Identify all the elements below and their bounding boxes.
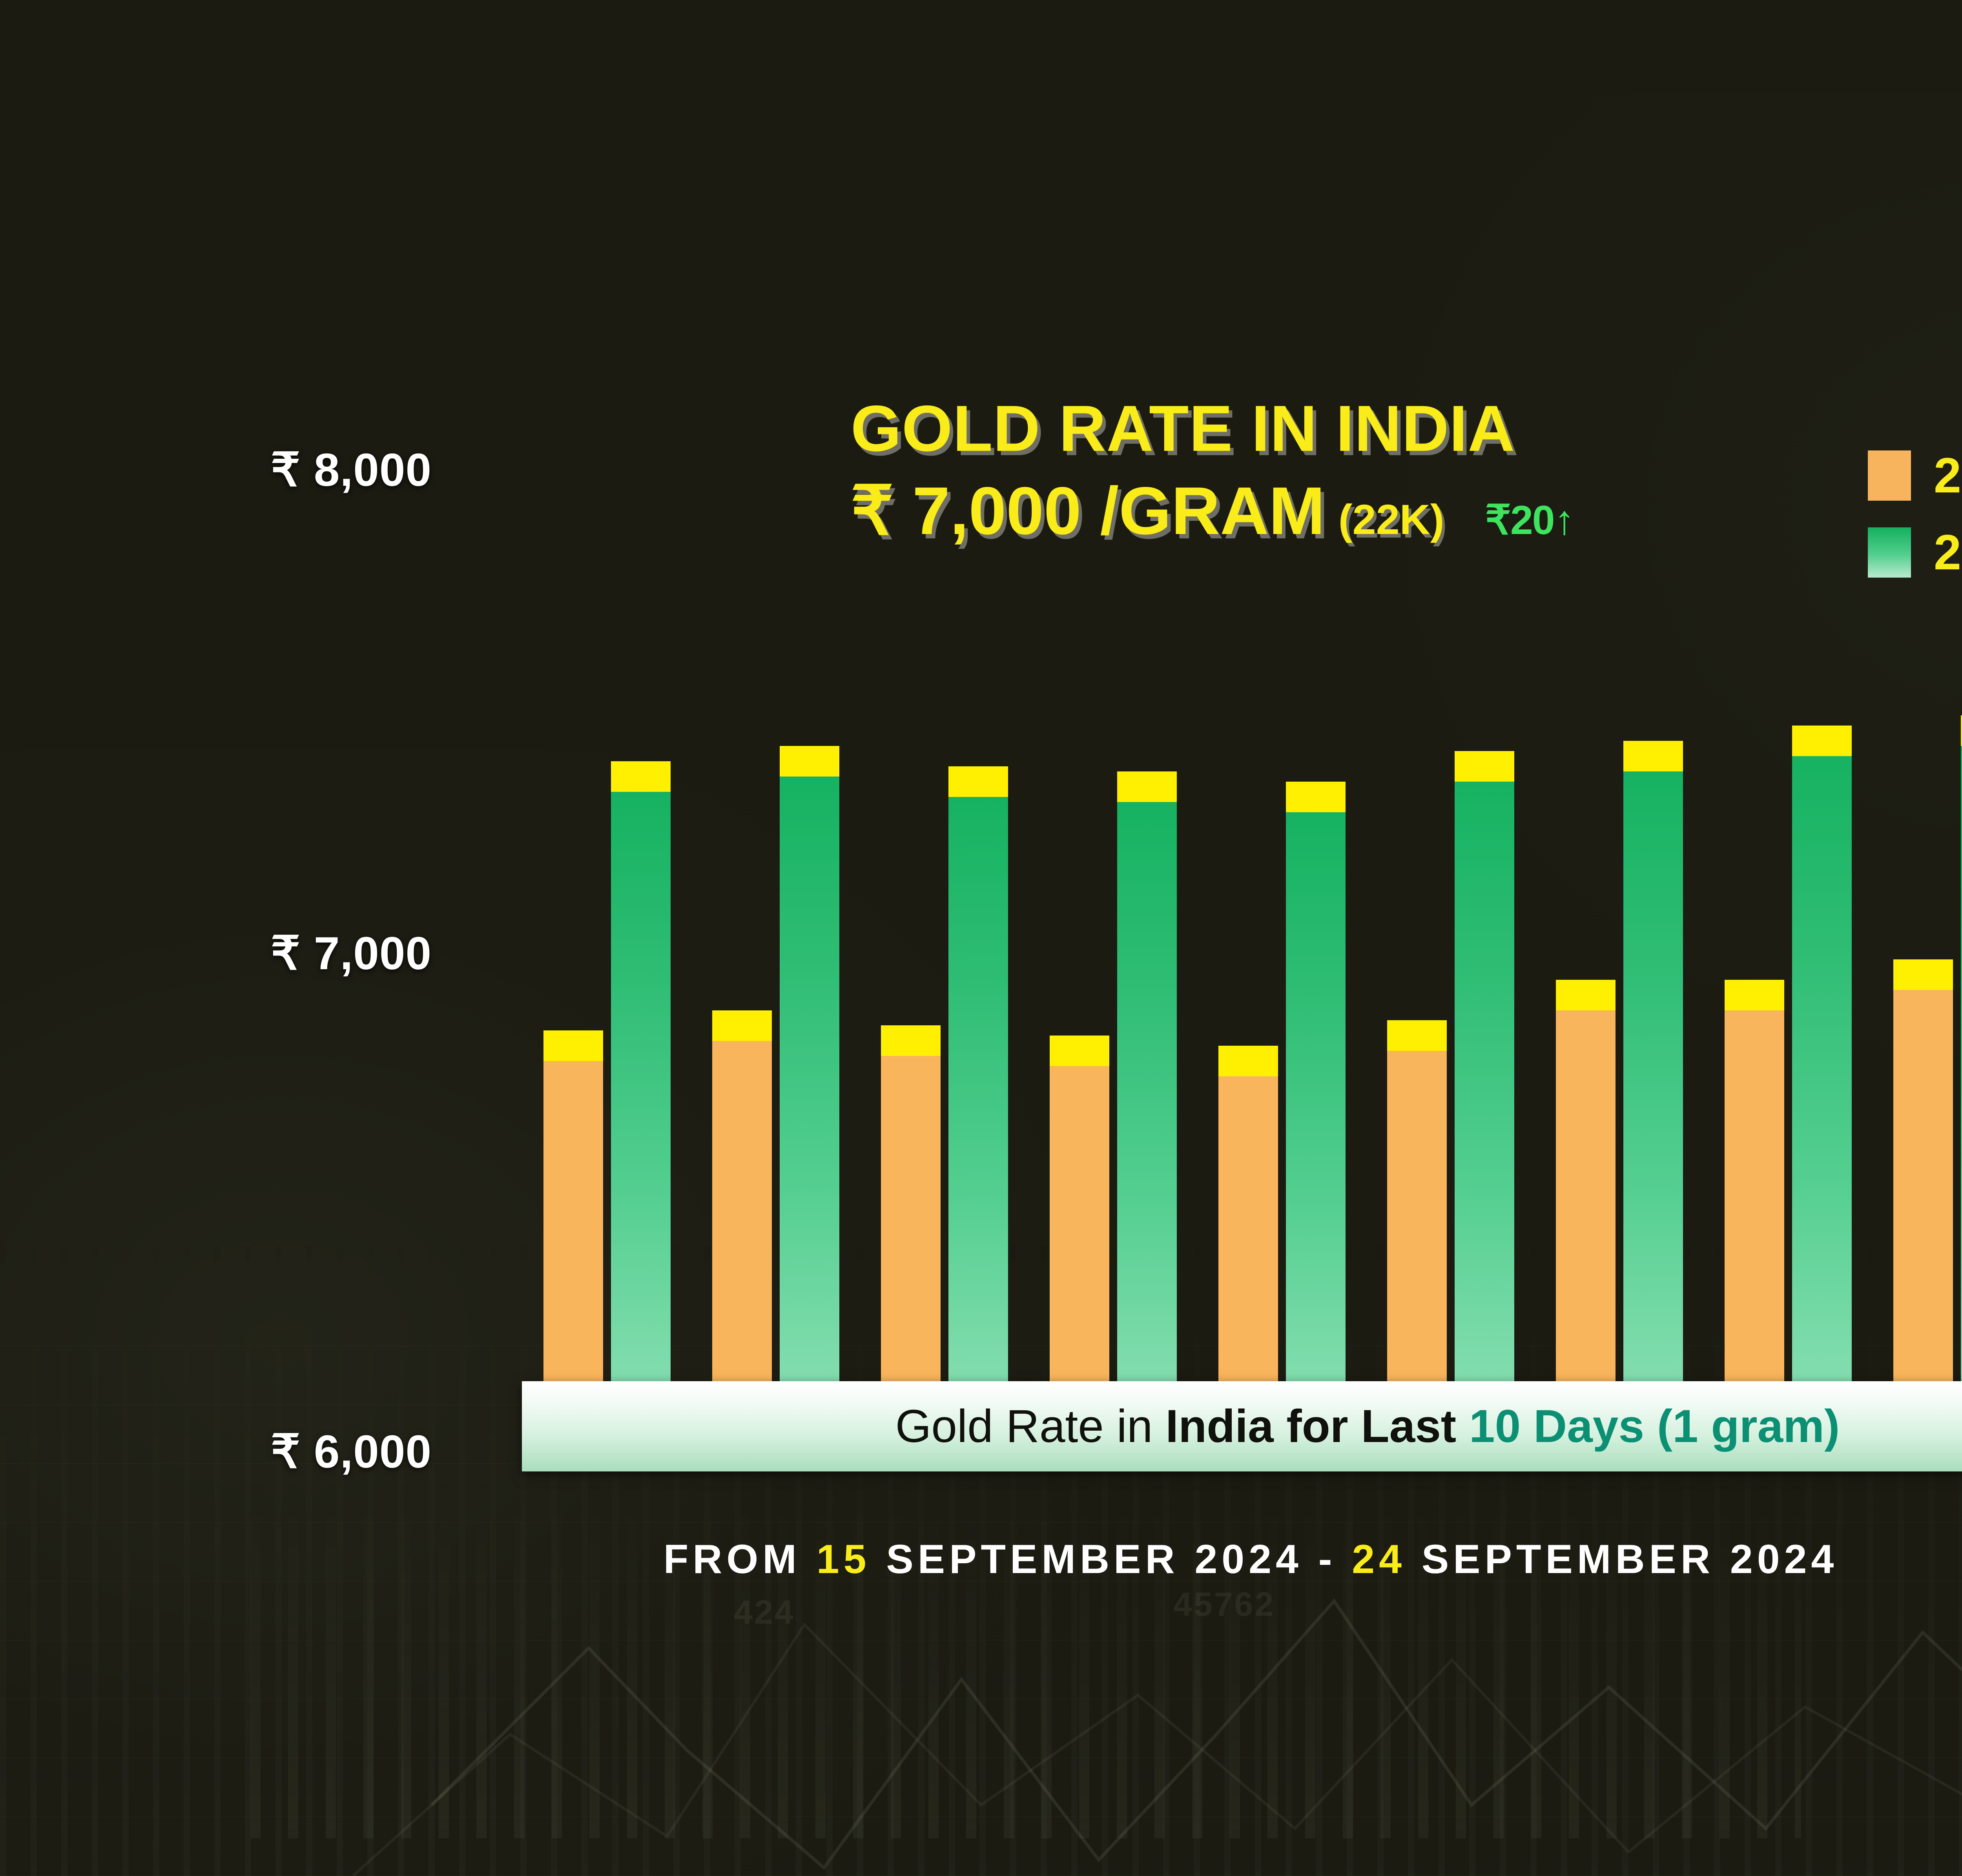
dateline-to-rest: SEPTEMBER 2024 <box>1406 1537 1838 1582</box>
caption-part-3: 10 Days (1 gram) <box>1469 1400 1840 1452</box>
legend-item-22k[interactable]: 22K <box>1868 450 1962 501</box>
legend-label-24k: 24K <box>1934 525 1962 580</box>
dateline-to-day: 24 <box>1352 1537 1406 1582</box>
price-change-badge: ₹20↑ <box>1485 498 1575 543</box>
bar-cap <box>1555 979 1616 1010</box>
background-number: 424 <box>734 1593 795 1631</box>
bar-cap <box>1286 781 1346 812</box>
bar-body <box>1117 802 1177 1468</box>
bar-cap <box>881 1025 941 1056</box>
caption-part-2: India for Last <box>1165 1400 1469 1452</box>
bar-body <box>779 777 840 1468</box>
y-axis-label-6000: ₹ 6,000 <box>271 1426 432 1478</box>
date-range-label: FROM 15 SEPTEMBER 2024 - 24 SEPTEMBER 20… <box>0 1536 1962 1583</box>
bar-24k-7[interactable] <box>1623 741 1683 1468</box>
bar-body <box>948 797 1008 1468</box>
chart-caption-banner: Gold Rate in India for Last 10 Days (1 g… <box>522 1381 1962 1471</box>
bar-24k-4[interactable] <box>1117 771 1177 1468</box>
bar-body <box>1792 756 1852 1468</box>
price-karat: (22K) <box>1338 496 1444 543</box>
bar-24k-1[interactable] <box>611 761 671 1468</box>
bar-24k-2[interactable] <box>779 746 840 1468</box>
bar-cap <box>1218 1046 1278 1077</box>
bar-body <box>611 791 671 1468</box>
bar-cap <box>1454 751 1515 782</box>
bar-body <box>1454 782 1515 1468</box>
chart-legend: 22K 24K <box>1868 450 1962 604</box>
background-bar-texture-2 <box>250 1426 1801 1839</box>
bar-24k-3[interactable] <box>948 766 1008 1468</box>
dateline-from-word: FROM <box>663 1537 817 1582</box>
chart-caption-text: Gold Rate in India for Last 10 Days (1 g… <box>895 1403 1840 1449</box>
bar-24k-8[interactable] <box>1792 726 1852 1468</box>
bar-cap <box>543 1030 604 1061</box>
price-row: ₹ 7,000 /GRAM (22K) ₹20↑ <box>851 473 1575 549</box>
bar-body <box>1960 746 1962 1468</box>
bar-cap <box>1623 741 1683 772</box>
dateline-from-rest: SEPTEMBER 2024 - <box>870 1537 1352 1582</box>
background-number: 45762 <box>1173 1586 1275 1623</box>
bar-cap <box>1960 715 1962 746</box>
bar-cap <box>1117 771 1177 802</box>
legend-swatch-22k-icon <box>1868 450 1911 501</box>
bar-24k-9[interactable] <box>1960 715 1962 1468</box>
page-title: GOLD RATE IN INDIA <box>851 392 1515 465</box>
y-axis-label-8000: ₹ 8,000 <box>271 444 432 496</box>
bar-cap <box>948 766 1008 797</box>
bar-cap <box>1724 979 1785 1010</box>
bar-cap <box>1893 959 1953 990</box>
bar-cap <box>1049 1036 1110 1067</box>
bar-chart-plot <box>523 451 1962 1468</box>
current-price: ₹ 7,000 /GRAM <box>851 473 1325 549</box>
bar-cap <box>712 1010 772 1041</box>
bar-cap <box>1792 726 1852 757</box>
bar-cap <box>779 746 840 777</box>
bar-body <box>1286 812 1346 1468</box>
bar-body <box>1623 771 1683 1468</box>
bar-24k-5[interactable] <box>1286 781 1346 1468</box>
bar-cap <box>611 761 671 792</box>
bar-24k-6[interactable] <box>1454 751 1515 1468</box>
caption-part-1: Gold Rate in <box>895 1400 1166 1452</box>
legend-item-24k[interactable]: 24K <box>1868 527 1962 578</box>
y-axis-label-7000: ₹ 7,000 <box>271 928 432 979</box>
legend-label-22k: 22K <box>1934 448 1962 503</box>
dateline-from-day: 15 <box>816 1537 871 1582</box>
bar-cap <box>1387 1020 1447 1051</box>
headline-block: GOLD RATE IN INDIA ₹ 7,000 /GRAM (22K) ₹… <box>851 392 1575 549</box>
legend-swatch-24k-icon <box>1868 527 1911 578</box>
